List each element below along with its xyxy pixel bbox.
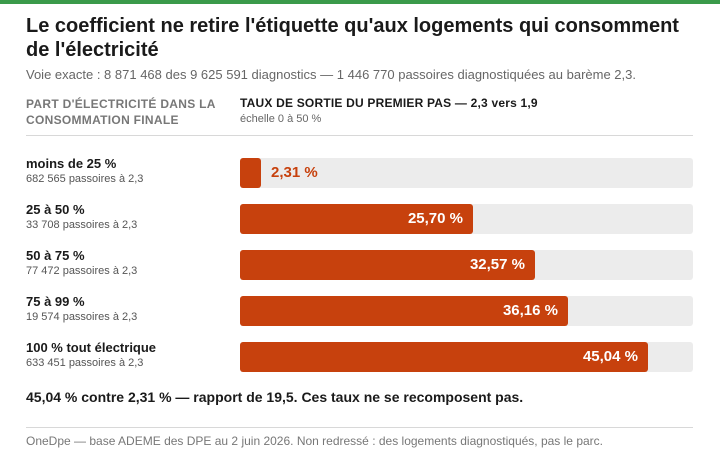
value-label: 45,04 % — [582, 348, 638, 365]
bar-row: 75 à 99 % 19 574 passoires à 2,3 36,16 % — [0, 294, 720, 330]
value-label: 25,70 % — [407, 210, 463, 227]
scale-note: échelle 0 à 50 % — [240, 113, 322, 125]
footer-divider — [26, 427, 693, 428]
category-note: 33 708 passoires à 2,3 — [26, 219, 138, 231]
bar — [240, 296, 568, 326]
bar-track — [240, 158, 693, 188]
category-note: 19 574 passoires à 2,3 — [26, 311, 138, 323]
header-divider — [26, 135, 693, 136]
bar — [240, 250, 535, 280]
category-label: 50 à 75 % — [26, 248, 85, 263]
top-accent-bar — [0, 0, 720, 4]
category-note: 633 451 passoires à 2,3 — [26, 357, 144, 369]
category-label: 25 à 50 % — [26, 202, 85, 217]
category-note: 682 565 passoires à 2,3 — [26, 173, 144, 185]
bar — [240, 158, 261, 188]
source-footer: OneDpe — base ADEME des DPE au 2 juin 20… — [26, 434, 603, 448]
bar-row: 50 à 75 % 77 472 passoires à 2,3 32,57 % — [0, 248, 720, 284]
category-label: moins de 25 % — [26, 156, 117, 171]
category-label: 75 à 99 % — [26, 294, 85, 309]
chart-title: Le coefficient ne retire l'étiquette qu'… — [26, 15, 679, 61]
bar-row: 25 à 50 % 33 708 passoires à 2,3 25,70 % — [0, 202, 720, 238]
bar-row: 100 % tout électrique 633 451 passoires à… — [0, 340, 720, 376]
value-column-header: TAUX DE SORTIE DU PREMIER PAS — 2,3 vers… — [240, 96, 538, 110]
category-label: 100 % tout électrique — [26, 340, 157, 355]
value-label: 32,57 % — [469, 256, 525, 273]
chart-subtitle: Voie exacte : 8 871 468 des 9 625 591 di… — [26, 67, 636, 82]
bar — [240, 204, 473, 234]
bar — [240, 342, 648, 372]
bar-row: moins de 25 % 682 565 passoires à 2,3 2,31… — [0, 156, 720, 192]
category-column-header: PART D'ÉLECTRICITÉ DANS LA CONSOMMATION … — [26, 97, 216, 127]
value-label: 2,31 % — [271, 164, 318, 181]
conclusion-text: 45,04 % contre 2,31 % — rapport de 19,5.… — [26, 389, 524, 405]
category-note: 77 472 passoires à 2,3 — [26, 265, 138, 277]
value-label: 36,16 % — [502, 302, 558, 319]
